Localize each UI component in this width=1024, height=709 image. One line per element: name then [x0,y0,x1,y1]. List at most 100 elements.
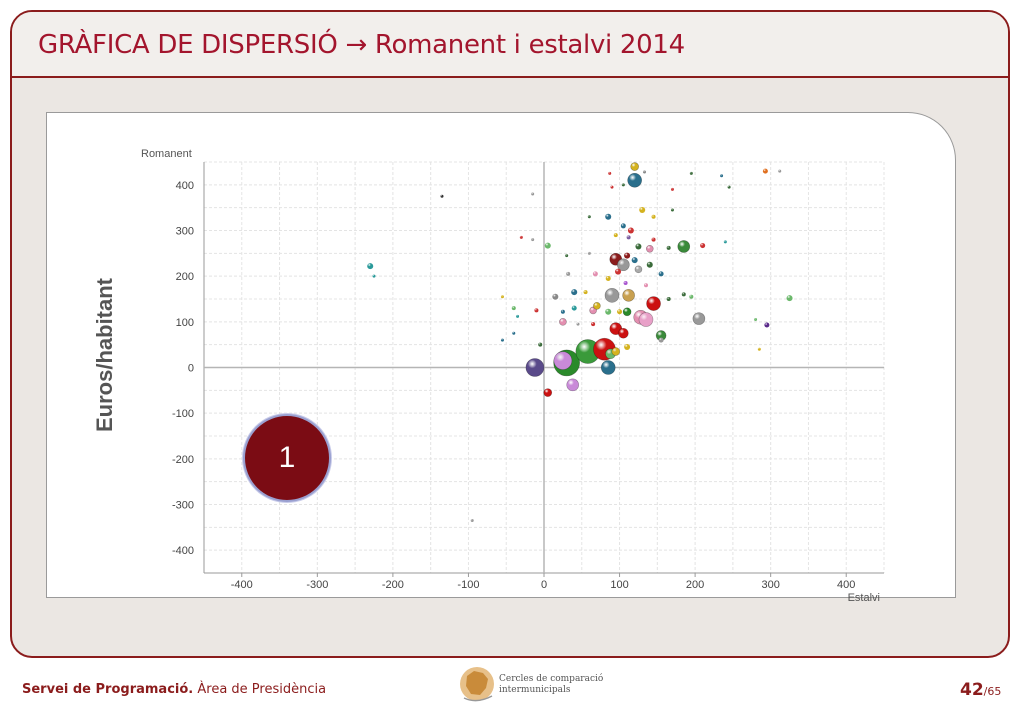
logo-caption: Cercles de comparació intermunicipals [499,674,603,696]
data-point [626,235,631,240]
data-point [512,331,516,335]
data-point [757,347,761,351]
x-tick-label: -200 [382,579,404,591]
data-point [666,297,671,301]
data-point [677,240,691,253]
y-tick-label: 400 [176,180,194,192]
logo-line-2: intermunicipals [499,685,571,695]
data-point [627,227,634,234]
x-tick-label: 400 [837,579,855,591]
data-point [587,215,591,219]
data-point [583,290,588,295]
title-bar: GRÀFICA DE DISPERSIÓ → Romanent i estalv… [12,12,1008,78]
data-point [666,245,671,250]
point-layer [367,162,793,522]
chart-panel [46,112,956,598]
data-point [519,235,523,239]
data-point [531,238,535,242]
data-point [610,185,614,189]
data-point [624,343,631,350]
data-point [565,254,569,258]
cercles-logo-icon [460,667,494,702]
data-point [635,243,642,250]
data-point [623,281,628,286]
x-axis-label: Estalvi [848,592,880,604]
data-point [593,302,601,310]
data-point [689,294,694,299]
data-point [642,170,646,174]
y-tick-label: 200 [176,271,194,283]
x-tick-label: 300 [761,579,779,591]
y-tick-label: -300 [172,500,194,512]
data-point [470,518,474,522]
y-tick-label: -400 [172,545,194,557]
slide-title: GRÀFICA DE DISPERSIÓ → Romanent i estalv… [38,30,685,60]
data-point [689,171,693,175]
data-point [651,214,656,219]
y-tick-label: -100 [172,408,194,420]
data-point [727,185,731,189]
data-point [566,378,580,392]
data-point [778,169,782,173]
data-point [638,312,654,327]
data-point [617,258,630,272]
y-tick-label: -200 [172,454,194,466]
data-point [367,263,374,270]
x-tick-label: -100 [457,579,479,591]
data-point [615,268,622,275]
data-point [604,288,620,303]
y-tick-label: 100 [176,317,194,329]
axis-layer: -400 -300 -200 -100 0 100 200 300 40040030020010… [172,162,884,591]
x-tick-label: -400 [231,579,253,591]
data-point [762,168,768,174]
data-point [553,351,573,370]
logo-line-1: Cercles de comparació [499,674,604,684]
data-point [670,208,674,212]
x-tick-label: 100 [610,579,628,591]
data-point [605,308,612,315]
data-point [511,306,516,311]
data-point [754,318,758,322]
data-point [644,283,648,288]
data-point [639,206,646,213]
data-point [670,187,674,191]
data-point [646,296,661,311]
data-point [613,233,618,238]
data-point [786,295,793,302]
data-point [559,318,567,326]
data-point [605,275,611,281]
data-point [681,292,686,297]
data-point [622,289,635,302]
data-point [534,308,539,313]
page-total: /65 [983,685,1002,698]
data-point [723,240,727,244]
y-tick-label: 300 [176,226,194,238]
data-point [646,261,653,268]
data-point [516,314,520,318]
y-tick-label: 0 [188,363,194,375]
data-point [692,312,706,325]
data-point [618,327,629,339]
data-point [622,307,632,317]
data-point [611,347,621,356]
data-point [617,309,623,315]
footer-service: Servei de Programació. [22,682,194,697]
data-point [627,172,642,188]
data-point [591,322,596,327]
data-point [440,194,444,198]
data-point [700,243,706,249]
data-point [538,342,543,347]
data-point [592,271,598,277]
data-point [764,322,770,328]
page-current: 42 [960,680,984,700]
data-point [560,309,565,314]
data-point [658,271,664,277]
data-point [587,251,591,255]
data-point [571,305,577,311]
data-point [621,183,625,187]
data-point [531,192,535,196]
data-point [620,223,626,229]
x-tick-label: 0 [541,579,547,591]
data-point [525,358,545,377]
